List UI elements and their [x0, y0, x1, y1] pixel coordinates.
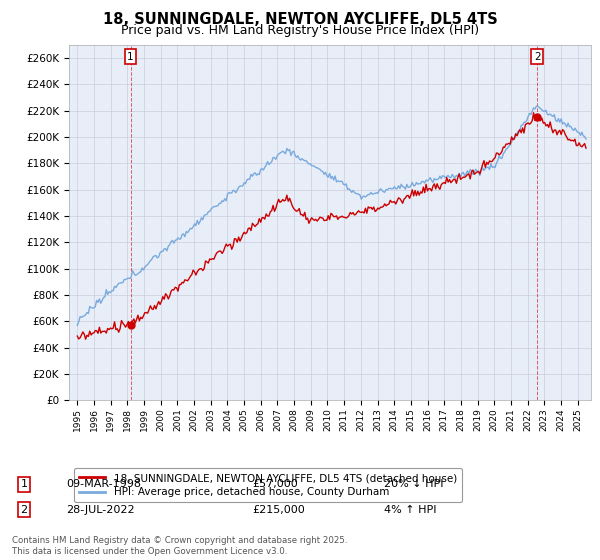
Text: 2: 2 — [534, 52, 541, 62]
Text: 09-MAR-1998: 09-MAR-1998 — [66, 479, 141, 489]
Text: 1: 1 — [127, 52, 134, 62]
Legend: 18, SUNNINGDALE, NEWTON AYCLIFFE, DL5 4TS (detached house), HPI: Average price, : 18, SUNNINGDALE, NEWTON AYCLIFFE, DL5 4T… — [74, 468, 462, 502]
Text: 4% ↑ HPI: 4% ↑ HPI — [384, 505, 437, 515]
Text: 1: 1 — [20, 479, 28, 489]
Text: £215,000: £215,000 — [252, 505, 305, 515]
Text: £57,000: £57,000 — [252, 479, 298, 489]
Text: 28-JUL-2022: 28-JUL-2022 — [66, 505, 134, 515]
Text: Price paid vs. HM Land Registry's House Price Index (HPI): Price paid vs. HM Land Registry's House … — [121, 24, 479, 37]
Text: 18, SUNNINGDALE, NEWTON AYCLIFFE, DL5 4TS: 18, SUNNINGDALE, NEWTON AYCLIFFE, DL5 4T… — [103, 12, 497, 27]
Text: 20% ↓ HPI: 20% ↓ HPI — [384, 479, 443, 489]
Text: 2: 2 — [20, 505, 28, 515]
Text: Contains HM Land Registry data © Crown copyright and database right 2025.
This d: Contains HM Land Registry data © Crown c… — [12, 536, 347, 556]
